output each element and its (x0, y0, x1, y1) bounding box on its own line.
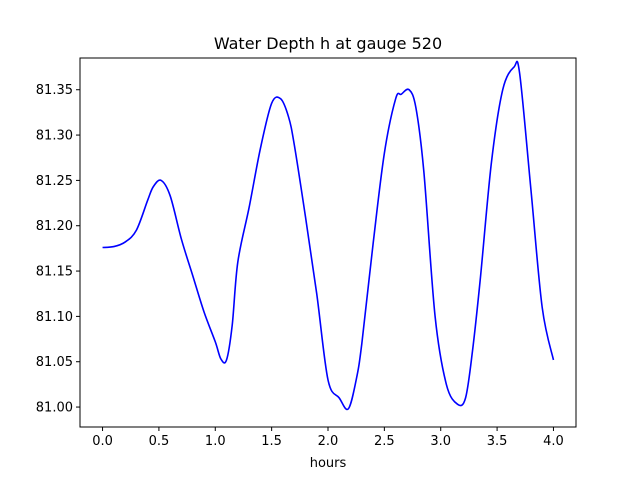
y-tick-label: 81.35 (36, 83, 73, 98)
x-tick-label: 3.5 (487, 434, 508, 449)
y-tick-label: 81.10 (36, 310, 73, 325)
chart-title: Water Depth h at gauge 520 (214, 34, 442, 53)
y-tick-label: 81.25 (36, 174, 73, 189)
x-tick-label: 2.5 (374, 434, 395, 449)
y-tick-label: 81.15 (36, 265, 73, 280)
y-tick-label: 81.20 (36, 219, 73, 234)
x-tick-label: 4.0 (543, 434, 564, 449)
plot-area (102, 60, 555, 411)
x-tick-label: 2.0 (318, 434, 339, 449)
x-tick-label: 3.0 (430, 434, 451, 449)
y-tick-label: 81.00 (36, 401, 73, 416)
y-axis: 81.00 81.05 81.10 81.15 81.20 81.25 81.30 81.35 (36, 83, 80, 416)
x-tick-label: 0.0 (92, 434, 113, 449)
series-line-0 (102, 60, 555, 411)
x-tick-label: 1.5 (261, 434, 282, 449)
x-axis: 0.0 0.5 1.0 1.5 2.0 2.5 3.0 3.5 4.0 (92, 427, 564, 449)
x-tick-label: 0.5 (149, 434, 170, 449)
x-tick-label: 1.0 (205, 434, 226, 449)
y-tick-label: 81.30 (36, 129, 73, 144)
y-tick-label: 81.05 (36, 355, 73, 370)
x-axis-label: hours (310, 456, 347, 471)
